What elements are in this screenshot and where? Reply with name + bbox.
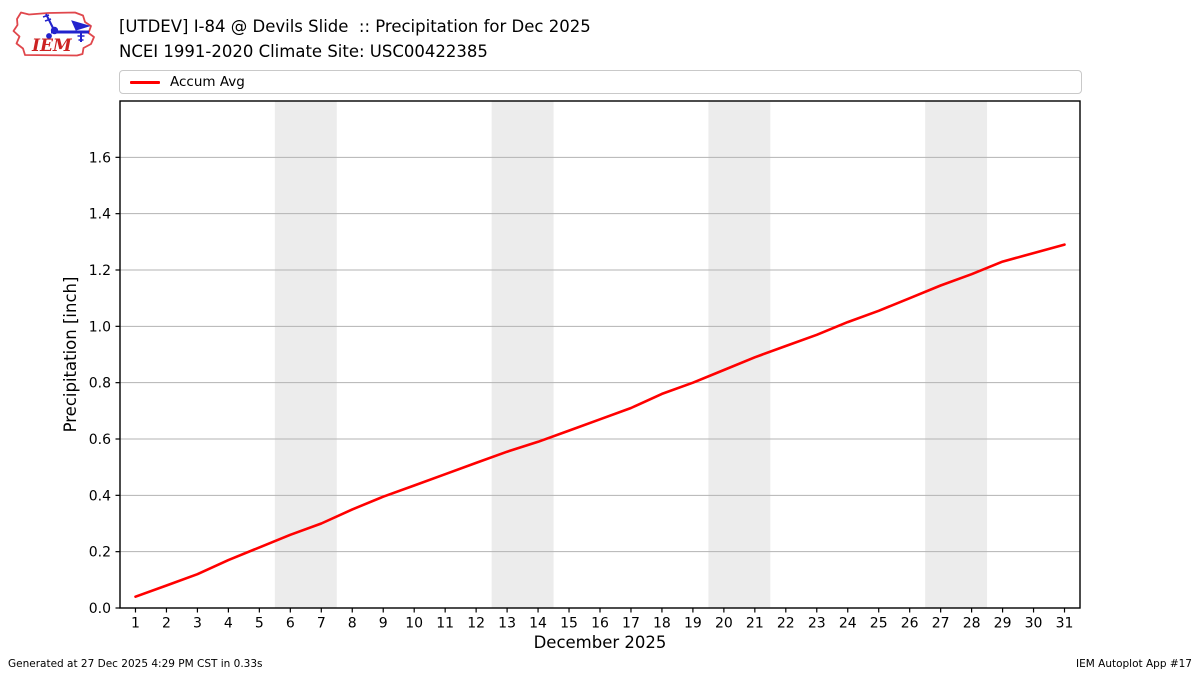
chart-title: [UTDEV] I-84 @ Devils Slide :: Precipita…: [119, 17, 591, 36]
x-tick-label: 12: [467, 616, 485, 632]
y-tick-label: 1.2: [89, 263, 111, 279]
y-tick-label: 0.0: [89, 601, 111, 617]
x-tick-label: 13: [498, 616, 516, 632]
y-tick-label: 0.6: [89, 432, 111, 448]
y-tick-label: 1.0: [89, 319, 111, 335]
x-tick-label: 5: [255, 616, 264, 632]
x-tick-label: 24: [839, 616, 857, 632]
x-tick-label: 27: [932, 616, 950, 632]
generated-timestamp: Generated at 27 Dec 2025 4:29 PM CST in …: [8, 658, 263, 670]
iem-logo: IEM: [12, 11, 95, 57]
x-tick-label: 1: [131, 616, 140, 632]
legend-label: Accum Avg: [170, 74, 245, 90]
x-axis-label: December 2025: [534, 633, 667, 652]
x-tick-label: 19: [684, 616, 702, 632]
x-axis: 1 2 3 4 5 6 7 8 9 10 11 12 13 14 15 16 17 18 19 20 21 22 23 24 2…: [131, 608, 1073, 632]
weathervane-icon: [42, 13, 91, 42]
y-tick-label: 1.4: [89, 207, 111, 223]
app-credit: IEM Autoplot App #17: [1076, 658, 1192, 670]
x-tick-label: 14: [529, 616, 547, 632]
x-tick-label: 18: [653, 616, 671, 632]
legend-line-sample: [130, 80, 160, 84]
x-tick-label: 17: [622, 616, 640, 632]
x-tick-label: 2: [162, 616, 171, 632]
iem-logo-text: IEM: [31, 36, 73, 56]
y-tick-label: 0.2: [89, 545, 111, 561]
x-tick-label: 11: [436, 616, 454, 632]
x-tick-label: 25: [870, 616, 888, 632]
x-tick-label: 9: [379, 616, 388, 632]
weekend-band: [925, 101, 988, 608]
x-tick-label: 3: [193, 616, 202, 632]
x-tick-label: 31: [1056, 616, 1074, 632]
x-tick-label: 21: [746, 616, 764, 632]
x-tick-label: 15: [560, 616, 578, 632]
x-tick-label: 16: [591, 616, 609, 632]
y-axis: 0.0 0.2 0.4 0.6 0.8 1.0 1.2 1.4 1.6: [89, 150, 120, 617]
y-tick-label: 1.6: [89, 150, 111, 166]
x-tick-label: 6: [286, 616, 295, 632]
legend: Accum Avg: [119, 70, 1082, 94]
x-tick-label: 8: [348, 616, 357, 632]
chart-header: [UTDEV] I-84 @ Devils Slide :: Precipita…: [119, 15, 591, 64]
x-tick-label: 26: [901, 616, 919, 632]
x-tick-label: 23: [808, 616, 826, 632]
accum-avg-line: [134, 243, 1066, 599]
weekend-bands: [274, 101, 988, 608]
y-tick-label: 0.8: [89, 376, 111, 392]
chart-subtitle: NCEI 1991-2020 Climate Site: USC00422385: [119, 41, 488, 61]
x-tick-label: 29: [994, 616, 1012, 632]
x-tick-label: 30: [1025, 616, 1043, 632]
x-tick-label: 4: [224, 616, 233, 632]
y-axis-label: Precipitation [inch]: [61, 277, 80, 433]
x-tick-label: 28: [963, 616, 981, 632]
x-tick-label: 20: [715, 616, 733, 632]
x-tick-label: 10: [405, 616, 423, 632]
y-tick-label: 0.4: [89, 488, 111, 504]
weekend-band: [274, 101, 337, 608]
x-tick-label: 22: [777, 616, 795, 632]
weekend-band: [491, 101, 554, 608]
x-tick-label: 7: [317, 616, 326, 632]
